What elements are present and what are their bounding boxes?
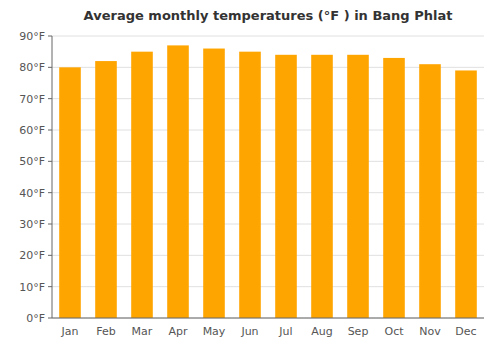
x-tick-label: Jan xyxy=(61,325,79,338)
y-tick-label: 50°F xyxy=(19,155,45,168)
y-tick xyxy=(48,98,52,99)
x-tick-label: Apr xyxy=(168,325,188,338)
y-tick xyxy=(48,130,52,131)
y-tick-label: 10°F xyxy=(19,281,45,294)
bar xyxy=(131,52,153,318)
y-tick-label: 90°F xyxy=(19,30,45,43)
y-tick-label: 40°F xyxy=(19,187,45,200)
y-tick-label: 80°F xyxy=(19,61,45,74)
bar xyxy=(275,55,297,318)
chart-title: Average monthly temperatures (°F ) in Ba… xyxy=(84,8,453,23)
bar xyxy=(383,58,405,318)
y-tick xyxy=(48,192,52,193)
y-tick-label: 70°F xyxy=(19,93,45,106)
y-tick xyxy=(48,67,52,68)
bar xyxy=(167,45,189,318)
bar xyxy=(311,55,333,318)
y-tick xyxy=(48,286,52,287)
x-tick-label: Jul xyxy=(278,325,292,338)
y-tick xyxy=(48,224,52,225)
x-tick-label: May xyxy=(203,325,226,338)
x-tick-label: Aug xyxy=(311,325,332,338)
bar xyxy=(203,49,225,318)
x-tick-label: Jun xyxy=(240,325,258,338)
bar xyxy=(59,67,81,318)
y-tick xyxy=(48,161,52,162)
x-tick-label: Nov xyxy=(419,325,441,338)
chart-container: Average monthly temperatures (°F ) in Ba… xyxy=(0,0,500,350)
y-tick xyxy=(48,318,52,319)
bars xyxy=(59,45,477,318)
x-tick-label: Feb xyxy=(96,325,115,338)
x-tick-label: Sep xyxy=(348,325,369,338)
grid-line xyxy=(52,36,484,37)
x-tick-label: Mar xyxy=(132,325,153,338)
y-axis-line xyxy=(52,36,53,318)
bar xyxy=(419,64,441,318)
y-tick-label: 60°F xyxy=(19,124,45,137)
y-tick-label: 20°F xyxy=(19,249,45,262)
x-tick-label: Oct xyxy=(384,325,404,338)
bar xyxy=(347,55,369,318)
bar xyxy=(95,61,117,318)
y-tick xyxy=(48,255,52,256)
x-tick-label: Dec xyxy=(455,325,476,338)
x-axis-line xyxy=(52,318,484,319)
y-grid xyxy=(52,36,484,318)
y-tick-label: 30°F xyxy=(19,218,45,231)
y-tick-label: 0°F xyxy=(26,312,45,325)
grid-line xyxy=(52,318,484,319)
y-tick xyxy=(48,36,52,37)
chart-svg: Average monthly temperatures (°F ) in Ba… xyxy=(0,0,500,350)
bar xyxy=(455,70,477,318)
bar xyxy=(239,52,261,318)
